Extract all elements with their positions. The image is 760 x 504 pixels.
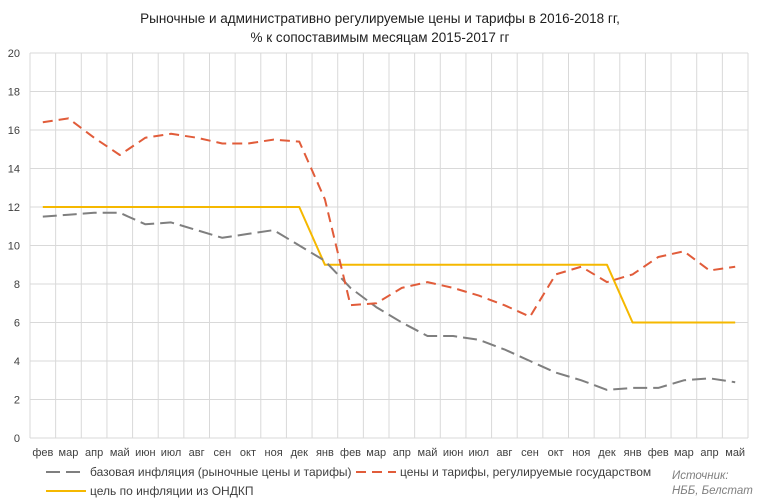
series-lines <box>42 117 736 391</box>
x-tick-label: ноя <box>265 447 283 459</box>
gridlines <box>29 52 749 439</box>
x-tick-label: дек <box>598 447 616 459</box>
chart-subtitle: % к сопоставимым месяцам 2015-2017 гг <box>251 30 510 45</box>
x-tick-label: фев <box>648 447 669 459</box>
y-tick-label: 4 <box>14 356 20 368</box>
y-tick-label: 14 <box>8 164 20 176</box>
x-tick-label: сен <box>521 447 539 459</box>
x-axis-ticks: фев мар апр май июн июл авг сен окт ноя дек янв фев м… <box>32 447 745 459</box>
y-tick-label: 12 <box>8 202 20 214</box>
legend-label-core-inflation: базовая инфляция (рыночные цены и тарифы… <box>90 465 352 479</box>
x-tick-label: ноя <box>572 447 590 459</box>
series-line-1 <box>42 117 736 318</box>
series-line-2 <box>42 206 736 324</box>
x-tick-label: июн <box>135 447 155 459</box>
legend-label-regulated-prices: цены и тарифы, регулируемые государством <box>400 465 651 479</box>
x-tick-label: авг <box>189 447 205 459</box>
y-tick-label: 6 <box>14 318 20 330</box>
source-name: НББ, Белстат <box>672 485 753 497</box>
x-tick-label: май <box>110 447 130 459</box>
y-tick-label: 10 <box>8 241 20 253</box>
y-tick-label: 16 <box>8 125 20 137</box>
y-tick-label: 18 <box>8 87 20 99</box>
x-tick-label: окт <box>548 447 564 459</box>
x-tick-label: мар <box>674 447 694 459</box>
x-tick-label: фев <box>32 447 53 459</box>
y-tick-label: 2 <box>14 395 20 407</box>
series-line-0 <box>42 211 736 391</box>
x-tick-label: янв <box>316 447 334 459</box>
x-tick-label: май <box>418 447 438 459</box>
source-label: Источник: <box>672 470 729 482</box>
x-tick-label: авг <box>496 447 512 459</box>
y-tick-label: 8 <box>14 279 20 291</box>
x-tick-label: июн <box>443 447 463 459</box>
x-tick-label: мар <box>59 447 79 459</box>
y-tick-label: 20 <box>8 48 20 60</box>
x-tick-label: апр <box>85 447 103 459</box>
x-tick-label: май <box>725 447 745 459</box>
x-tick-label: апр <box>393 447 411 459</box>
legend: базовая инфляция (рыночные цены и тарифы… <box>46 465 651 498</box>
x-tick-label: фев <box>340 447 361 459</box>
x-tick-label: июл <box>161 447 182 459</box>
legend-label-inflation-target: цель по инфляции из ОНДКП <box>90 484 253 498</box>
chart-title: Рыночные и административно регулируемые … <box>140 11 620 26</box>
y-axis-ticks: 0 2 4 6 8 10 12 14 16 18 20 <box>8 48 20 445</box>
x-tick-label: окт <box>240 447 256 459</box>
x-tick-label: дек <box>291 447 309 459</box>
y-tick-label: 0 <box>14 433 20 445</box>
x-tick-label: сен <box>213 447 231 459</box>
x-tick-label: янв <box>624 447 642 459</box>
x-tick-label: июл <box>468 447 489 459</box>
x-tick-label: мар <box>366 447 386 459</box>
x-tick-label: апр <box>700 447 718 459</box>
